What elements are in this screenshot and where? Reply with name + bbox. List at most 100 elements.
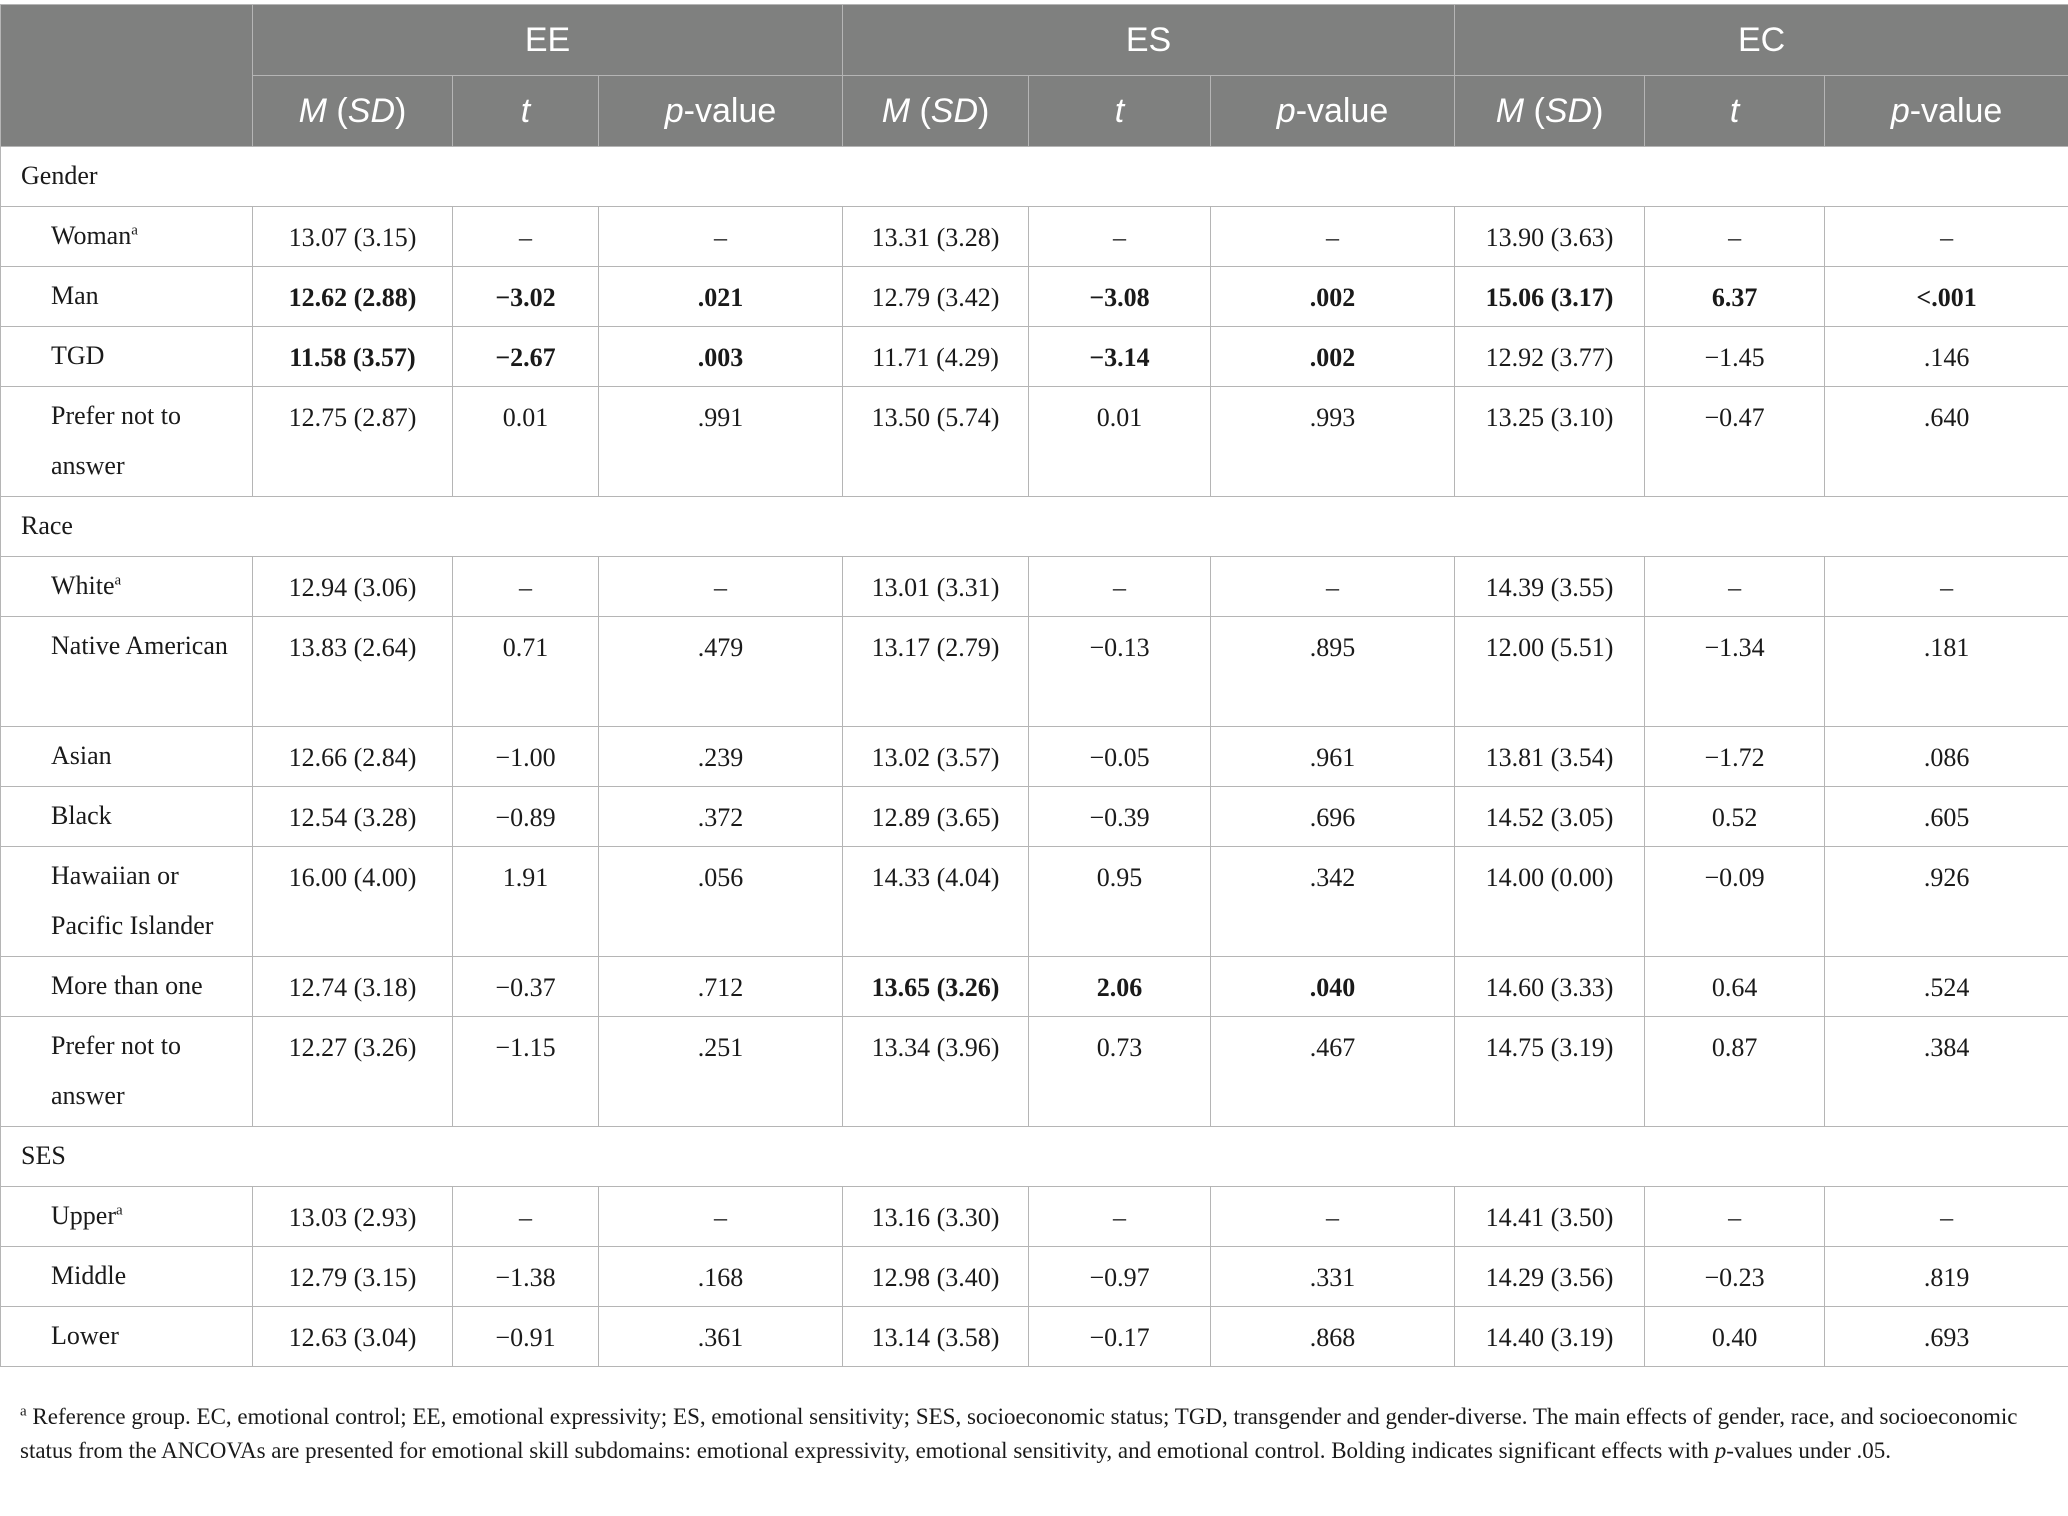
section-title: SES — [0, 1126, 2068, 1187]
table-cell: .056 — [597, 846, 844, 957]
table-cell: 13.50 (5.74) — [842, 386, 1030, 497]
table-row: Womana 13.07 (3.15) – –13.31 (3.28) – –13.90 … — [0, 206, 2068, 267]
table-cell: .712 — [597, 956, 844, 1017]
table-cell: 14.00 (0.00) — [1454, 846, 1646, 957]
table-cell: – — [1210, 1186, 1456, 1247]
header-subcolumns: M (SD) t p-value M (SD) t p-value M (SD) t p-val… — [1, 75, 2068, 147]
table-cell: .181 — [1824, 616, 2068, 727]
footnote-p-symbol: p — [1714, 1438, 1727, 1463]
table-cell: −0.13 — [1028, 616, 1212, 727]
table-cell: 14.29 (3.56) — [1454, 1246, 1646, 1307]
row-label-text: TGD — [51, 341, 105, 370]
table-cell: −0.91 — [452, 1306, 599, 1367]
section-title: Race — [0, 496, 2068, 557]
table-cell: −0.05 — [1028, 726, 1212, 787]
row-label: TGD — [0, 326, 253, 387]
row-label: Prefer not to answer — [0, 1016, 253, 1127]
row-label-text: Asian — [51, 741, 112, 770]
results-table: EE ES EC M (SD) t p-value M (SD) t p-value M (… — [0, 4, 2068, 1367]
footnote-marker: a — [20, 1403, 27, 1420]
table-cell: 11.71 (4.29) — [842, 326, 1030, 387]
row-label-text: Middle — [51, 1261, 127, 1290]
table-cell: 12.94 (3.06) — [252, 556, 453, 617]
table-row: Whitea 12.94 (3.06) – –13.01 (3.31) – –14.39 … — [0, 556, 2068, 617]
table-cell: .961 — [1210, 726, 1456, 787]
reference-marker: a — [131, 222, 138, 239]
table-cell: −1.72 — [1644, 726, 1826, 787]
table-cell: – — [1824, 206, 2068, 267]
table-cell: 12.54 (3.28) — [252, 786, 453, 847]
row-label: Man — [0, 266, 253, 327]
table-cell: −1.45 — [1644, 326, 1826, 387]
header-es-col-1: t — [1028, 75, 1212, 147]
table-cell: 14.40 (3.19) — [1454, 1306, 1646, 1367]
row-label: More than one — [0, 956, 253, 1017]
table-cell: 0.01 — [452, 386, 599, 497]
table-cell: .926 — [1824, 846, 2068, 957]
table-cell: – — [1028, 1186, 1212, 1247]
row-label: Womana — [0, 206, 253, 267]
table-body: Gender Womana 13.07 (3.15) – –13.31 (3.28) – –… — [0, 146, 2068, 1367]
table-cell: .868 — [1210, 1306, 1456, 1367]
table-cell: .331 — [1210, 1246, 1456, 1307]
table-cell: – — [1824, 556, 2068, 617]
table-cell: .342 — [1210, 846, 1456, 957]
table-cell: .640 — [1824, 386, 2068, 497]
table-cell: 12.79 (3.15) — [252, 1246, 453, 1307]
table-row: Prefer not to answer 12.75 (2.87) 0.01.991… — [0, 386, 2068, 497]
row-label: Hawaiian or Pacific Islander — [0, 846, 253, 957]
table-cell: −0.17 — [1028, 1306, 1212, 1367]
table-cell: 14.60 (3.33) — [1454, 956, 1646, 1017]
row-label-text: More than one — [51, 971, 203, 1000]
row-label: Lower — [0, 1306, 253, 1367]
table-cell: – — [1644, 1186, 1826, 1247]
header-group-ec: EC — [1454, 4, 2068, 76]
table-row: Native American 13.83 (2.64) 0.71.479 13.17… — [0, 616, 2068, 727]
section-row: Gender — [0, 146, 2068, 207]
table-cell: 13.14 (3.58) — [842, 1306, 1030, 1367]
table-cell: .384 — [1824, 1016, 2068, 1127]
table-cell: 6.37 — [1644, 266, 1826, 327]
footnote-text-1: Reference group. EC, emotional control; … — [20, 1404, 2018, 1463]
table-header: EE ES EC M (SD) t p-value M (SD) t p-value M (… — [0, 4, 2068, 147]
table-cell: – — [1210, 556, 1456, 617]
table-cell: – — [1210, 206, 1456, 267]
row-label-text: Prefer not to answer — [51, 401, 181, 480]
table-cell: 12.66 (2.84) — [252, 726, 453, 787]
table-cell: 12.89 (3.65) — [842, 786, 1030, 847]
table-cell: – — [452, 1186, 599, 1247]
table-cell: .040 — [1210, 956, 1456, 1017]
table-row: Black 12.54 (3.28) −0.89.372 12.89 (3.65) −0… — [0, 786, 2068, 847]
row-label-text: Woman — [51, 221, 132, 250]
table-cell: 14.33 (4.04) — [842, 846, 1030, 957]
table-cell: −0.09 — [1644, 846, 1826, 957]
table-row: Hawaiian or Pacific Islander 16.00 (4.00)… — [0, 846, 2068, 957]
row-label-text: Prefer not to answer — [51, 1031, 181, 1110]
row-label: Black — [0, 786, 253, 847]
table-cell: 12.74 (3.18) — [252, 956, 453, 1017]
table-cell: −3.02 — [452, 266, 599, 327]
table-cell: −1.38 — [452, 1246, 599, 1307]
table-cell: 14.75 (3.19) — [1454, 1016, 1646, 1127]
table-row: Asian 12.66 (2.84) −1.00.239 13.02 (3.57) −0… — [0, 726, 2068, 787]
table-cell: .146 — [1824, 326, 2068, 387]
table-cell: −0.97 — [1028, 1246, 1212, 1307]
row-label-text: Man — [51, 281, 99, 310]
table-cell: – — [1644, 206, 1826, 267]
table-cell: 13.07 (3.15) — [252, 206, 453, 267]
table-cell: .168 — [597, 1246, 844, 1307]
row-label-text: Native American — [51, 631, 228, 660]
table-cell: 12.75 (2.87) — [252, 386, 453, 497]
table-cell: −0.39 — [1028, 786, 1212, 847]
table-cell: 0.71 — [452, 616, 599, 727]
table-cell: 0.64 — [1644, 956, 1826, 1017]
table-cell: .605 — [1824, 786, 2068, 847]
table-cell: .002 — [1210, 326, 1456, 387]
table-cell: .524 — [1824, 956, 2068, 1017]
table-cell: 0.95 — [1028, 846, 1212, 957]
header-ee-col-1: t — [452, 75, 599, 147]
table-cell: 15.06 (3.17) — [1454, 266, 1646, 327]
header-group-es: ES — [842, 4, 1456, 76]
table-cell: .696 — [1210, 786, 1456, 847]
table-cell: −0.23 — [1644, 1246, 1826, 1307]
